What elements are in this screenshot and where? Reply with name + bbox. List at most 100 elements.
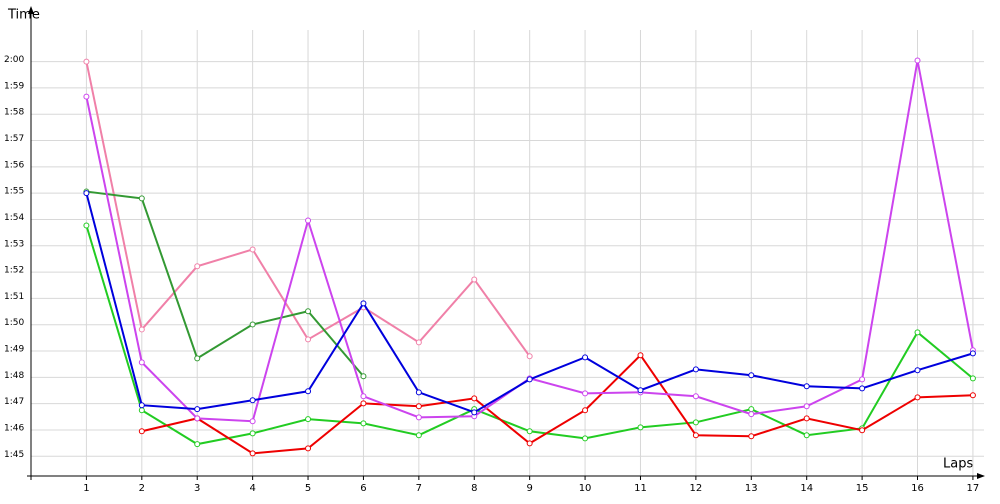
x-tick-label: 1 (83, 483, 89, 494)
data-point (803, 383, 810, 390)
data-point (471, 409, 478, 416)
data-point (415, 414, 422, 421)
data-point (969, 350, 976, 357)
x-tick-label: 10 (579, 483, 592, 494)
data-point (305, 388, 312, 395)
data-point (692, 419, 699, 426)
data-point (526, 440, 533, 447)
data-point (194, 406, 201, 413)
data-point (305, 416, 312, 423)
data-point (249, 246, 256, 253)
x-tick-label: 12 (690, 483, 703, 494)
data-point (360, 300, 367, 307)
data-point (138, 326, 145, 333)
data-point (969, 392, 976, 399)
y-tick-label: 1:59 (4, 81, 24, 91)
data-point (859, 385, 866, 392)
x-tick-label: 16 (911, 483, 924, 494)
data-point (138, 402, 145, 409)
data-point (305, 445, 312, 452)
y-tick-label: 1:54 (4, 213, 24, 223)
y-tick-label: 1:46 (4, 423, 24, 433)
y-axis-label: Time (7, 8, 40, 23)
data-point (360, 420, 367, 427)
data-point (914, 57, 921, 64)
x-tick-label: 3 (194, 483, 200, 494)
data-point (914, 394, 921, 401)
data-point (415, 389, 422, 396)
data-point (859, 376, 866, 383)
series-line (141, 353, 973, 455)
data-point (914, 367, 921, 374)
data-point (194, 441, 201, 448)
data-point (637, 387, 644, 394)
data-point (471, 276, 478, 283)
data-point (305, 308, 312, 315)
y-tick-label: 1:51 (4, 292, 24, 302)
data-point (138, 359, 145, 366)
data-point (748, 433, 755, 440)
data-point (249, 397, 256, 404)
data-point (582, 390, 589, 397)
series-line (86, 190, 365, 377)
data-point (526, 353, 533, 360)
x-tick-label: 14 (800, 483, 813, 494)
data-point (526, 428, 533, 435)
data-point (249, 450, 256, 457)
y-tick-label: 1:53 (4, 239, 24, 249)
data-point (194, 263, 201, 270)
data-point (692, 366, 699, 373)
data-point (582, 407, 589, 414)
data-point (194, 415, 201, 422)
data-point (803, 432, 810, 439)
data-point (415, 339, 422, 346)
data-point (526, 376, 533, 383)
y-tick-label: 1:57 (4, 134, 24, 144)
data-point (83, 58, 90, 65)
data-point (748, 372, 755, 379)
y-tick-label: 1:56 (4, 160, 24, 170)
data-point (803, 403, 810, 410)
data-point (360, 373, 367, 380)
x-tick-label: 2 (139, 483, 145, 494)
x-axis-arrow (977, 473, 985, 479)
data-point (305, 336, 312, 343)
y-tick-label: 1:49 (4, 345, 24, 355)
y-tick-label: 1:58 (4, 108, 24, 118)
y-axis-arrow (28, 6, 34, 14)
y-tick-label: 1:55 (4, 187, 24, 197)
data-point (914, 329, 921, 336)
y-tick-label: 1:45 (4, 450, 24, 460)
data-point (582, 435, 589, 442)
data-point (83, 93, 90, 100)
x-axis-label: Laps (943, 457, 973, 472)
x-tick-label: 17 (967, 483, 980, 494)
y-tick-label: 1:52 (4, 266, 24, 276)
x-tick-label: 11 (634, 483, 647, 494)
data-point (360, 393, 367, 400)
data-point (692, 432, 699, 439)
data-point (138, 428, 145, 435)
data-point (83, 222, 90, 229)
data-point (415, 432, 422, 439)
data-point (415, 403, 422, 410)
data-point (360, 400, 367, 407)
x-tick-label: 13 (745, 483, 758, 494)
data-point (692, 393, 699, 400)
data-point (138, 407, 145, 414)
data-point (803, 415, 810, 422)
x-tick-label: 8 (471, 483, 477, 494)
data-point (471, 395, 478, 402)
y-tick-label: 1:50 (4, 318, 24, 328)
data-point (194, 355, 201, 362)
data-point (582, 354, 589, 361)
y-tick-label: 1:48 (4, 371, 24, 381)
x-tick-label: 15 (856, 483, 869, 494)
x-tick-label: 7 (416, 483, 422, 494)
x-tick-label: 6 (360, 483, 366, 494)
data-point (83, 190, 90, 197)
y-tick-label: 2:00 (4, 55, 24, 65)
data-point (305, 217, 312, 224)
x-tick-label: 4 (249, 483, 255, 494)
data-point (859, 427, 866, 434)
